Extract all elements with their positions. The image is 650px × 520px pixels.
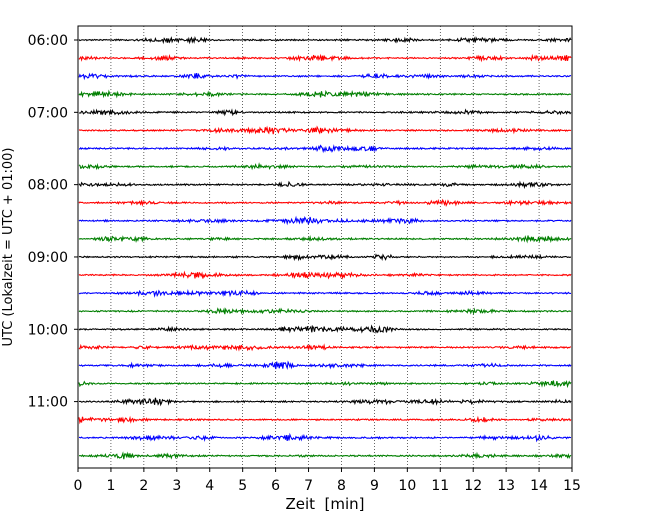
trace-line (78, 289, 572, 298)
plot-background (78, 26, 572, 468)
trace-line (78, 144, 572, 154)
trace-line (78, 360, 572, 370)
trace-line (78, 451, 572, 460)
y-tick-label: 09:00 (28, 250, 68, 266)
y-axis-label: UTC (Lokalzeit = UTC + 01:00) (1, 148, 16, 347)
trace-line (78, 253, 572, 262)
trace-line (78, 415, 572, 425)
x-tick-label: 8 (337, 478, 346, 494)
y-tick-label: 06:00 (28, 33, 68, 49)
x-tick-label: 14 (530, 478, 548, 494)
trace-line (78, 72, 572, 81)
y-tick-label: 10:00 (28, 322, 68, 338)
trace-line (78, 324, 572, 334)
x-tick-label: 1 (106, 478, 115, 494)
x-tick-label: 3 (172, 478, 181, 494)
trace-line (78, 380, 572, 389)
y-tick-label: 07:00 (28, 105, 68, 121)
x-tick-label: 2 (139, 478, 148, 494)
trace-line (78, 198, 572, 207)
trace-line (78, 215, 572, 226)
x-tick-label: 7 (304, 478, 313, 494)
trace-line (78, 432, 572, 443)
trace-line (78, 180, 571, 190)
trace-line (78, 162, 572, 171)
trace-line (78, 89, 572, 99)
y-tick-label: 11:00 (28, 395, 68, 411)
x-tick-label: 5 (238, 478, 247, 494)
trace-line (78, 397, 572, 407)
trace-line (78, 36, 572, 45)
trace-line (78, 343, 572, 352)
trace-line (78, 53, 572, 63)
x-tick-label: 6 (271, 478, 280, 494)
plot-frame (77, 25, 573, 469)
x-tick-label: 12 (464, 478, 482, 494)
trace-line (78, 108, 572, 117)
x-tick-label: 13 (497, 478, 515, 494)
x-axis-ticks: 0 1 2 3 4 5 6 7 8 9 10 11 12 13 14 15 (74, 468, 581, 494)
trace-line (78, 125, 572, 135)
x-tick-label: 9 (370, 478, 379, 494)
x-tick-label: 15 (563, 478, 581, 494)
x-axis-label: Zeit [min] (285, 495, 364, 513)
trace-line (78, 270, 572, 280)
seismic-traces (78, 36, 572, 460)
trace-line (78, 307, 572, 316)
x-tick-label: 11 (431, 478, 449, 494)
trace-line (78, 235, 572, 244)
x-tick-label: 4 (205, 478, 214, 494)
y-tick-label: 08:00 (28, 178, 68, 194)
y-axis-ticks: 06:00 07:00 08:00 09:00 10:00 11:00 (28, 33, 78, 411)
x-tick-label: 0 (74, 478, 83, 494)
x-tick-label: 10 (398, 478, 416, 494)
